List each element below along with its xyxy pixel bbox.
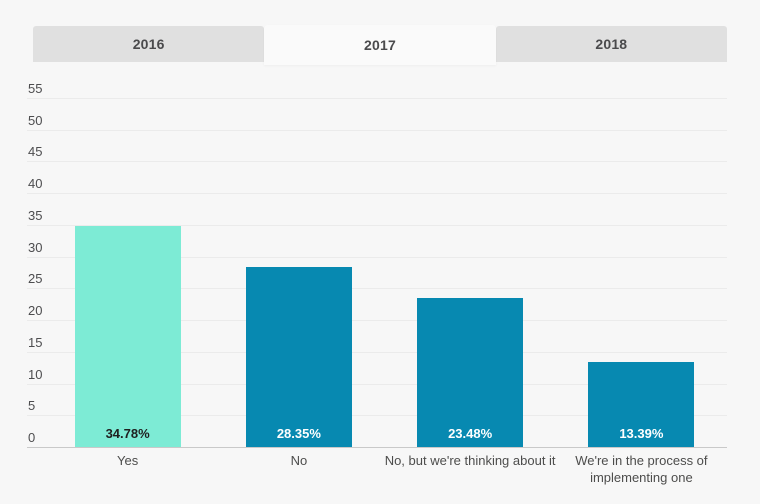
gridline xyxy=(27,161,727,163)
y-axis-tick-label: 0 xyxy=(28,430,36,445)
gridline xyxy=(27,193,727,195)
gridline xyxy=(27,224,727,226)
bar[interactable] xyxy=(74,226,181,447)
gridline xyxy=(27,98,727,99)
tab-2017[interactable]: 2017 xyxy=(264,25,496,65)
y-axis-tick-label: 30 xyxy=(28,239,43,255)
gridline xyxy=(27,129,727,131)
bar-value-label: 13.39% xyxy=(619,426,664,441)
y-axis-tick-label: 40 xyxy=(28,176,43,192)
gridline xyxy=(27,288,727,290)
gridline xyxy=(27,351,727,353)
x-axis-category-label: We're in the process of implementing one xyxy=(575,453,708,485)
y-axis-tick-label: 10 xyxy=(28,366,43,382)
y-axis-tick-label: 15 xyxy=(28,334,43,350)
x-axis-category-label: No, but we're thinking about it xyxy=(384,453,556,468)
y-axis-tick-label: 55 xyxy=(28,81,43,96)
tab-2016[interactable]: 2016 xyxy=(33,26,265,62)
gridline xyxy=(27,383,727,385)
bar-value-label: 23.48% xyxy=(448,426,493,441)
y-axis-tick-label: 25 xyxy=(28,271,43,287)
y-axis-tick-label: 50 xyxy=(28,112,43,128)
y-axis-tick-label: 45 xyxy=(28,144,43,160)
bar[interactable] xyxy=(417,298,524,447)
y-axis-tick-label: 35 xyxy=(28,207,43,223)
tab-2018[interactable]: 2018 xyxy=(495,26,727,62)
x-axis-line xyxy=(27,447,727,448)
bar[interactable] xyxy=(245,267,352,447)
gridline xyxy=(27,256,727,258)
bar-value-label: 28.35% xyxy=(276,426,321,441)
gridline xyxy=(27,415,727,417)
x-axis-category-label: No xyxy=(290,453,308,468)
y-axis-tick-label: 5 xyxy=(28,398,36,414)
gridline xyxy=(27,320,727,322)
y-axis-tick-label: 20 xyxy=(28,303,43,319)
x-axis-category-label: Yes xyxy=(117,453,139,468)
bar-value-label: 34.78% xyxy=(105,426,150,441)
bar[interactable] xyxy=(588,362,695,447)
year-tabs: 2016 2017 2018 xyxy=(33,25,727,65)
